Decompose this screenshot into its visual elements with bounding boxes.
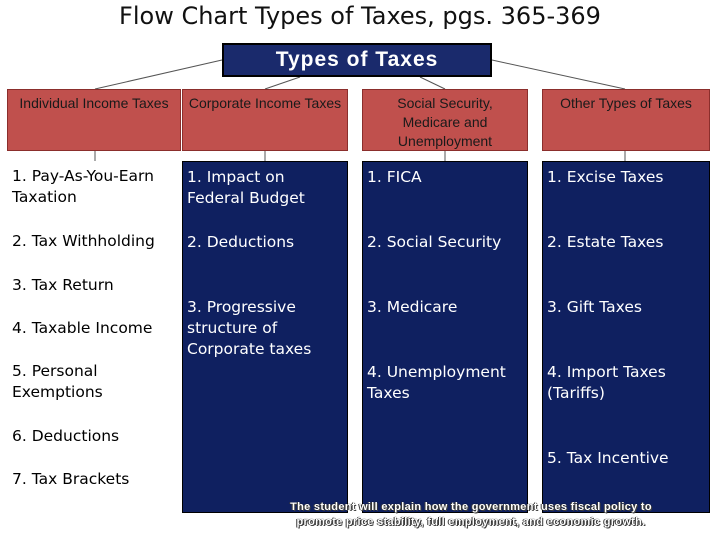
column-social-security: 1. FICA 2. Social Security 3. Medicare 4…: [362, 161, 528, 513]
list-item: 4. Taxable Income: [12, 319, 153, 337]
category-box-social-security: Social Security, Medicare and Unemployme…: [362, 89, 528, 151]
list-item: 3. Progressive structure of Corporate taxe…: [187, 298, 312, 358]
column-corporate: 1. Impact on Federal Budget 2. Deductions…: [182, 161, 348, 513]
connector-root-cat2: [264, 76, 301, 90]
connector-root-cat4: [491, 59, 626, 90]
list-item: 1. FICA: [367, 168, 422, 186]
category-box-individual: Individual Income Taxes: [7, 89, 181, 151]
list-item: 2. Tax Withholding: [12, 232, 155, 250]
list-item: 3. Medicare: [367, 298, 458, 316]
list-item: 4. Import Taxes (Tariffs): [547, 363, 666, 402]
list-item: 2. Deductions: [187, 233, 295, 251]
column-individual: 1. Pay-As-You-Earn Taxation 2. Tax Withho…: [7, 161, 181, 513]
list-item: 5. Tax Incentive: [547, 449, 669, 467]
page-title: Flow Chart Types of Taxes, pgs. 365-369: [119, 2, 601, 30]
list-item: 3. Gift Taxes: [547, 298, 642, 316]
column-other: 1. Excise Taxes 2. Estate Taxes 3. Gift …: [542, 161, 710, 513]
list-item: 1. Pay-As-You-Earn Taxation: [12, 167, 154, 206]
list-item: 2. Social Security: [367, 233, 502, 251]
list-item: 3. Tax Return: [12, 276, 114, 294]
list-item: 4. Unemployment Taxes: [367, 363, 506, 402]
list-item: 1. Excise Taxes: [547, 168, 664, 186]
root-node: Types of Taxes: [222, 43, 492, 77]
connector-root-cat3: [419, 76, 446, 90]
category-box-other: Other Types of Taxes: [542, 89, 710, 151]
list-item: 1. Impact on Federal Budget: [187, 168, 305, 207]
category-box-corporate: Corporate Income Taxes: [182, 89, 348, 151]
list-item: 6. Deductions: [12, 427, 120, 445]
list-item: 2. Estate Taxes: [547, 233, 664, 251]
list-item: 7. Tax Brackets: [12, 470, 130, 488]
list-item: 5. Personal Exemptions: [12, 362, 103, 401]
footer-objective: The student will explain how the governm…: [290, 501, 652, 528]
connector-root-cat1: [94, 59, 223, 90]
